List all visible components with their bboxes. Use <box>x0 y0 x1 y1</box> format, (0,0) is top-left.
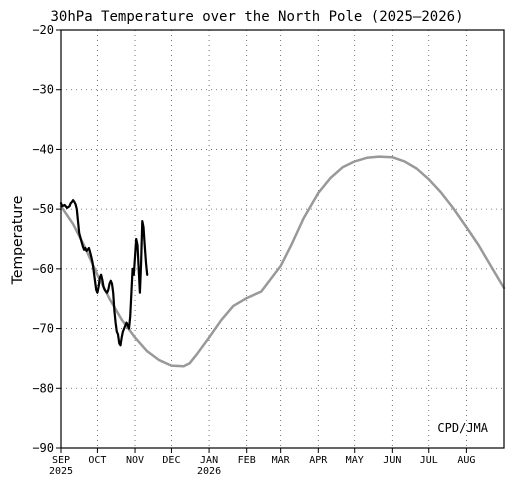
y-tick-label: −40 <box>32 142 54 156</box>
x-tick-label: JUN <box>383 455 401 466</box>
x-tick-label: OCT <box>88 455 106 466</box>
climatology-line <box>59 155 506 368</box>
x-tick-label: DEC <box>162 455 180 466</box>
x-tick-label: MAR <box>272 455 291 466</box>
x-tick-label: FEB <box>238 455 256 466</box>
y-tick-label: −60 <box>32 262 54 276</box>
x-tick-label: MAY <box>346 455 364 466</box>
x-tick-label: APR <box>309 455 328 466</box>
x-tick-label: AUG <box>457 455 475 466</box>
y-tick-label: −20 <box>32 23 54 37</box>
series-layer <box>59 155 506 368</box>
y-tick-label: −50 <box>32 202 54 216</box>
x-tick-label: SEP <box>52 455 70 466</box>
y-tick-label: −30 <box>32 83 54 97</box>
x-tick-label: JUL <box>420 455 438 466</box>
observed-line <box>59 199 149 347</box>
plot-frame <box>60 29 505 449</box>
credit-annotation: CPD/JMA <box>437 421 488 435</box>
x-tick-label: NOV <box>126 455 144 466</box>
y-tick-label: −80 <box>32 381 54 395</box>
y-tick-label: −70 <box>32 322 54 336</box>
y-axis-label: Temperature <box>10 196 26 286</box>
grid-lines <box>61 30 504 448</box>
y-tick-label: −90 <box>32 441 54 455</box>
chart-title: 30hPa Temperature over the North Pole (2… <box>50 9 463 25</box>
year-label: 2026 <box>197 466 221 477</box>
x-tick-label: JAN <box>200 455 218 466</box>
year-label: 2025 <box>49 466 73 477</box>
